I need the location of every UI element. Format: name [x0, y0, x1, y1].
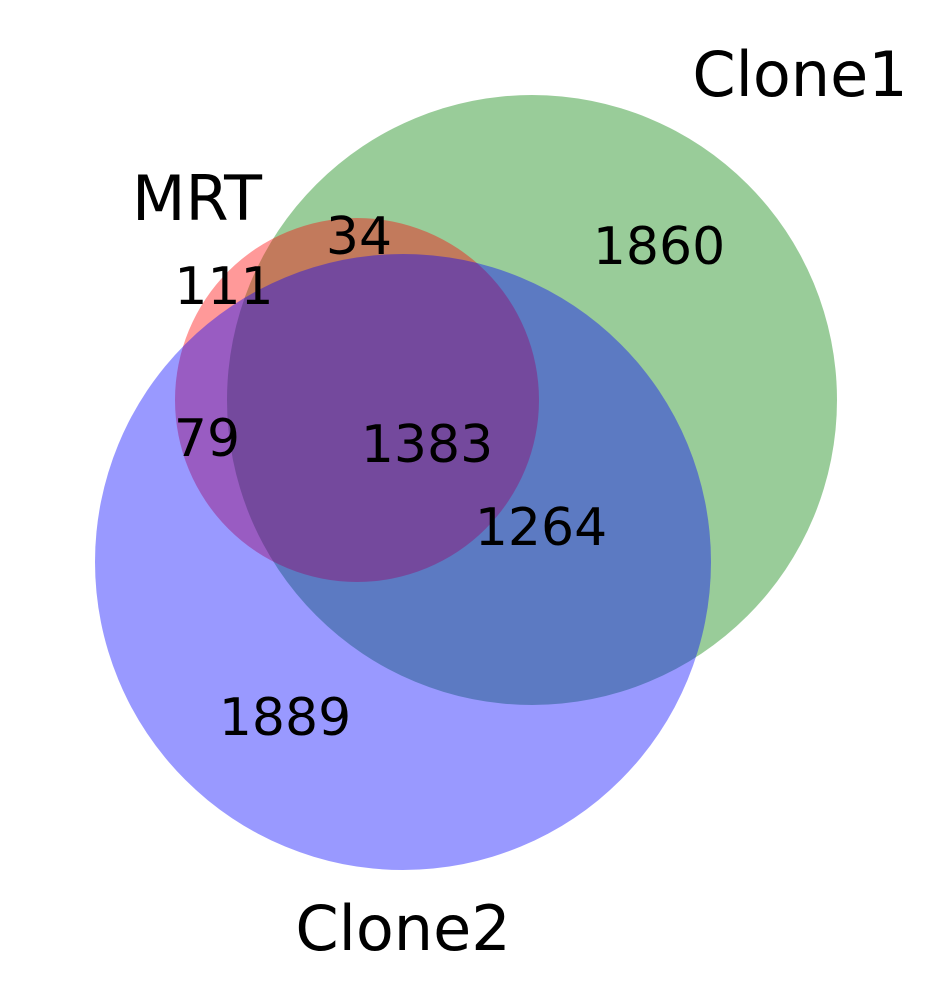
set-labels: Clone1 MRT Clone2 [132, 38, 908, 965]
region-all-three: 1383 [361, 415, 493, 475]
region-mrt-clone1: 34 [326, 207, 392, 267]
region-mrt-clone2: 79 [174, 409, 240, 469]
region-clone1-only: 1860 [593, 217, 725, 277]
clone2-circle [95, 254, 711, 870]
region-clone1-clone2: 1264 [475, 498, 607, 558]
mrt-set-label: MRT [132, 162, 263, 235]
clone1-set-label: Clone1 [692, 38, 907, 111]
clone2-set-label: Clone2 [295, 892, 510, 965]
region-labels: 111 1860 1889 34 79 1264 1383 [174, 207, 725, 748]
region-clone2-only: 1889 [219, 688, 351, 748]
venn-circles [95, 95, 837, 870]
region-mrt-only: 111 [174, 257, 273, 317]
mrt-circle [175, 218, 539, 582]
clone1-circle [227, 95, 837, 705]
